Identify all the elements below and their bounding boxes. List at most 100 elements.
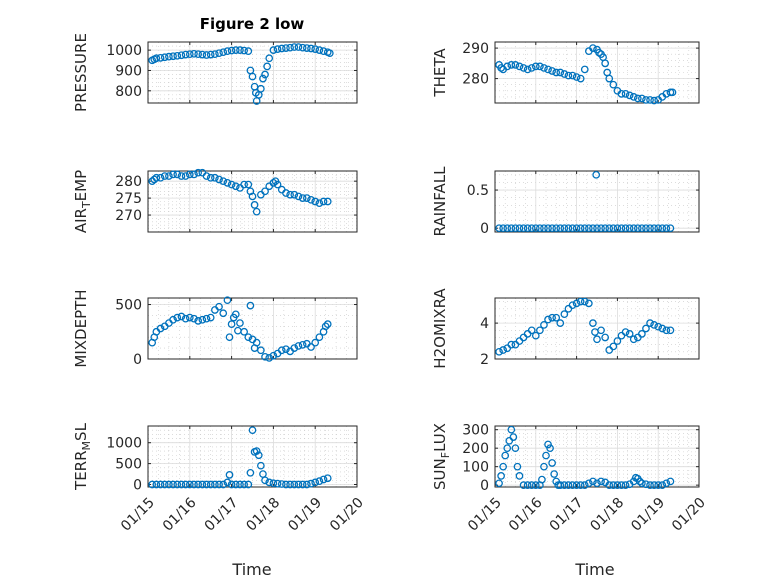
data-point [621, 481, 630, 490]
axes-frame [147, 425, 358, 488]
data-point [497, 472, 505, 480]
data-point [589, 224, 597, 233]
data-point [173, 313, 182, 322]
figure-title: Figure 2 low [200, 15, 305, 33]
data-point [605, 481, 614, 490]
data-point [527, 64, 536, 72]
data-point [206, 480, 215, 489]
data-point [190, 49, 198, 58]
data-point [519, 64, 528, 72]
y-tick-label: 0 [480, 221, 489, 237]
data-point [613, 337, 622, 345]
data-point [625, 91, 634, 100]
data-point [597, 326, 605, 335]
data-point [568, 301, 577, 310]
data-point [160, 480, 169, 489]
data-point [572, 224, 581, 233]
data-point [290, 344, 299, 352]
data-point [202, 51, 211, 59]
data-point [194, 480, 203, 489]
plot-area [495, 426, 699, 487]
data-point [315, 333, 324, 342]
data-point [495, 347, 503, 356]
data-point [250, 201, 259, 209]
data-point [215, 49, 223, 58]
data-point [227, 180, 236, 189]
data-point [654, 224, 663, 233]
data-point [298, 194, 307, 202]
data-point [246, 301, 255, 310]
data-point [269, 351, 278, 360]
data-point [499, 462, 508, 471]
data-point [227, 46, 236, 55]
data-point [572, 73, 581, 81]
data-point [156, 324, 165, 333]
data-point [257, 461, 265, 470]
data-point [148, 480, 157, 489]
data-point [584, 224, 593, 233]
data-point [202, 480, 211, 489]
data-point [169, 52, 177, 61]
data-point [666, 326, 675, 335]
data-point [165, 172, 173, 180]
data-point [495, 479, 503, 488]
data-point [169, 315, 177, 324]
data-point [277, 346, 286, 355]
y-axis-label-subscript: M [80, 441, 93, 451]
data-point [231, 480, 240, 489]
data-point [244, 47, 253, 56]
data-point [633, 94, 642, 103]
data-point [181, 480, 190, 489]
data-point [282, 189, 290, 197]
data-point [173, 480, 182, 489]
data-point [240, 46, 248, 55]
data-point [321, 322, 330, 331]
data-point [635, 477, 644, 486]
data-point [564, 481, 573, 490]
y-axis-label: RAINFALL [431, 166, 449, 237]
y-axis-label: THETA [431, 48, 449, 98]
data-point [556, 68, 565, 77]
data-point [601, 59, 610, 68]
data-point [544, 440, 552, 449]
data-point [629, 93, 638, 101]
data-point [206, 50, 215, 59]
data-point [236, 46, 244, 54]
data-point [542, 451, 550, 460]
data-point [185, 170, 194, 179]
data-point [177, 480, 186, 489]
data-point [650, 321, 658, 329]
y-tick-label: 4 [480, 316, 489, 332]
data-point [244, 180, 253, 189]
data-point [181, 172, 190, 180]
data-point [523, 65, 532, 74]
data-point [509, 433, 518, 441]
data-point [662, 326, 671, 335]
y-tick-label: 1000 [106, 436, 142, 452]
y-axis-label: SUNFLUX [431, 423, 452, 490]
y-axis-label-part: TERR [72, 450, 90, 491]
data-point [240, 180, 248, 189]
data-point [246, 468, 255, 477]
data-point [225, 471, 234, 479]
data-point [629, 224, 638, 233]
data-point [654, 481, 663, 490]
data-point [282, 480, 290, 489]
y-tick-label: 270 [115, 208, 142, 224]
y-tick-label: 275 [115, 191, 142, 207]
data-point [225, 333, 234, 342]
data-point [160, 172, 169, 180]
data-point [223, 478, 232, 487]
data-point [265, 54, 274, 63]
data-point [215, 302, 223, 311]
data-point [609, 80, 618, 89]
data-point [625, 330, 634, 338]
data-point [568, 71, 577, 80]
data-point [219, 48, 228, 57]
data-point [589, 319, 597, 327]
axes-frame [494, 297, 700, 360]
data-point [580, 65, 589, 74]
y-tick-label: 500 [115, 298, 142, 314]
